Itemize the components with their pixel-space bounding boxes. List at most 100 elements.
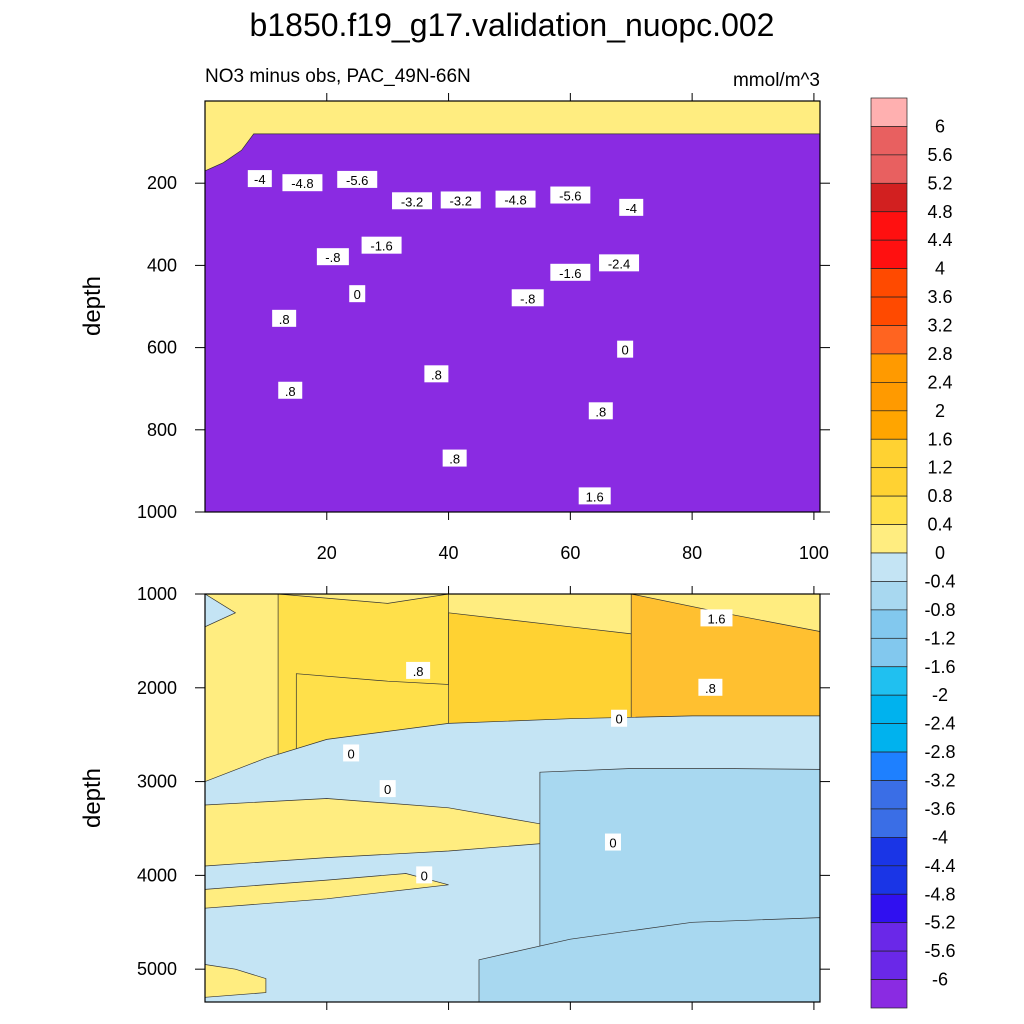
svg-text:0: 0	[348, 746, 355, 761]
svg-text:-4.8: -4.8	[504, 193, 526, 208]
contour-band	[205, 594, 237, 1002]
contour-label: -.8	[316, 248, 349, 266]
colorbar-label: -1.2	[924, 628, 955, 648]
colorbar-swatch	[870, 524, 908, 554]
colorbar-label: -0.8	[924, 600, 955, 620]
contour-label: 0	[416, 866, 433, 884]
colorbar-label: 3.6	[927, 287, 952, 307]
contour-label: .8	[442, 449, 467, 467]
colorbar-label: -5.2	[924, 913, 955, 933]
colorbar-label: 4	[935, 259, 945, 279]
svg-text:-1.6: -1.6	[370, 239, 392, 254]
colorbar-label: 5.2	[927, 173, 952, 193]
colorbar-label: 2.4	[927, 372, 952, 392]
y-tick-label: 400	[147, 255, 177, 275]
colorbar-label: -3.6	[924, 799, 955, 819]
contour-label: 1.6	[700, 609, 733, 627]
colorbar-swatch	[870, 979, 908, 1009]
colorbar-label: -6	[932, 970, 948, 990]
y-tick-label: 3000	[137, 772, 177, 792]
colorbar-label: -3.2	[924, 771, 955, 791]
contour-label: 0	[349, 285, 366, 303]
colorbar-swatch	[870, 637, 908, 668]
contour-label: -4	[247, 170, 272, 188]
colorbar-swatch	[870, 893, 908, 924]
panel2-y-axis-label: depth	[79, 768, 106, 828]
contour-label: -3.2	[392, 192, 433, 210]
contour-label: -5.6	[337, 170, 378, 188]
colorbar-swatch	[870, 780, 908, 810]
colorbar-label: 0.8	[927, 486, 952, 506]
colorbar-swatch	[870, 467, 908, 497]
y-tick-label: 2000	[137, 678, 177, 698]
contour-label: .8	[424, 365, 449, 383]
contour-label: 0	[604, 833, 621, 851]
svg-text:0: 0	[384, 782, 391, 797]
colorbar-label: 4.8	[927, 202, 952, 222]
colorbar-label: -4.8	[924, 884, 955, 904]
svg-text:.8: .8	[285, 384, 296, 399]
colorbar-swatch	[870, 950, 908, 980]
svg-text:.8: .8	[431, 367, 442, 382]
contour-label: 0	[617, 340, 634, 358]
colorbar-label: -2	[932, 685, 948, 705]
colorbar-swatch	[870, 239, 908, 269]
colorbar-swatch	[870, 581, 908, 611]
svg-text:.8: .8	[705, 681, 716, 696]
colorbar-swatch	[870, 837, 908, 867]
contour-label: -4.8	[495, 190, 536, 208]
contour-label: 0	[379, 780, 396, 798]
svg-text:0: 0	[354, 287, 361, 302]
contour-band	[205, 964, 267, 998]
colorbar-swatch	[870, 694, 908, 724]
colorbar-swatch	[870, 922, 908, 952]
colorbar-swatch	[870, 609, 908, 639]
svg-text:-4: -4	[625, 201, 637, 216]
svg-text:0: 0	[622, 343, 629, 358]
contour-label: -1.6	[550, 263, 591, 281]
contour-label: -2.4	[599, 254, 640, 272]
panel2-plot: 1000 2000 3000 4000 5000 1.6 .8 .8 0 0 0 0 0	[137, 584, 830, 1010]
colorbar-swatch	[870, 410, 908, 440]
contour-label: 1.6	[578, 487, 611, 505]
x-tick-label: 40	[439, 543, 459, 563]
colorbar-swatch	[870, 495, 908, 525]
panel1-subtitle-left: NO3 minus obs, PAC_49N-66N	[205, 66, 471, 87]
y-tick-label: 800	[147, 420, 177, 440]
contour-label: -1.6	[361, 236, 402, 254]
colorbar-label: 0.4	[927, 515, 952, 535]
colorbar-label: -0.4	[924, 571, 955, 591]
y-tick-label: 1000	[137, 584, 177, 604]
colorbar-label: 6	[935, 116, 945, 136]
svg-text:-.8: -.8	[520, 291, 535, 306]
colorbar-swatch	[870, 296, 908, 326]
svg-text:-5.6: -5.6	[559, 189, 581, 204]
svg-text:-.8: -.8	[325, 250, 340, 265]
contour-label: -4.8	[282, 174, 323, 192]
colorbar-swatch	[870, 723, 908, 753]
contour-label: -5.6	[550, 186, 591, 204]
svg-text:.8: .8	[449, 452, 460, 467]
colorbar-swatch	[870, 353, 908, 383]
colorbar-label: 2.8	[927, 344, 952, 364]
colorbar-label: 3.2	[927, 316, 952, 336]
x-tick-label: 20	[317, 543, 337, 563]
svg-text:-4.8: -4.8	[291, 176, 313, 191]
colorbar-swatch	[870, 552, 908, 582]
svg-text:-3.2: -3.2	[401, 194, 423, 209]
y-tick-label: 5000	[137, 959, 177, 979]
x-tick-label: 80	[682, 543, 702, 563]
svg-text:.8: .8	[595, 404, 606, 419]
colorbar-swatch	[870, 182, 908, 213]
colorbar-label: -5.6	[924, 941, 955, 961]
colorbar-swatch	[870, 97, 908, 127]
contour-label: .8	[278, 381, 303, 399]
colorbar: 6 5.6 5.2 4.8 4.4 4 3.6 3.2 2.8 2.4 2 1.6 1.2 0.8 0.4 0…	[870, 97, 956, 1009]
contour-label: -.8	[511, 289, 544, 307]
contour-label: -4	[619, 198, 644, 216]
colorbar-swatch	[870, 751, 908, 781]
svg-text:0: 0	[615, 712, 622, 727]
svg-text:-1.6: -1.6	[559, 266, 581, 281]
svg-text:-3.2: -3.2	[450, 193, 472, 208]
